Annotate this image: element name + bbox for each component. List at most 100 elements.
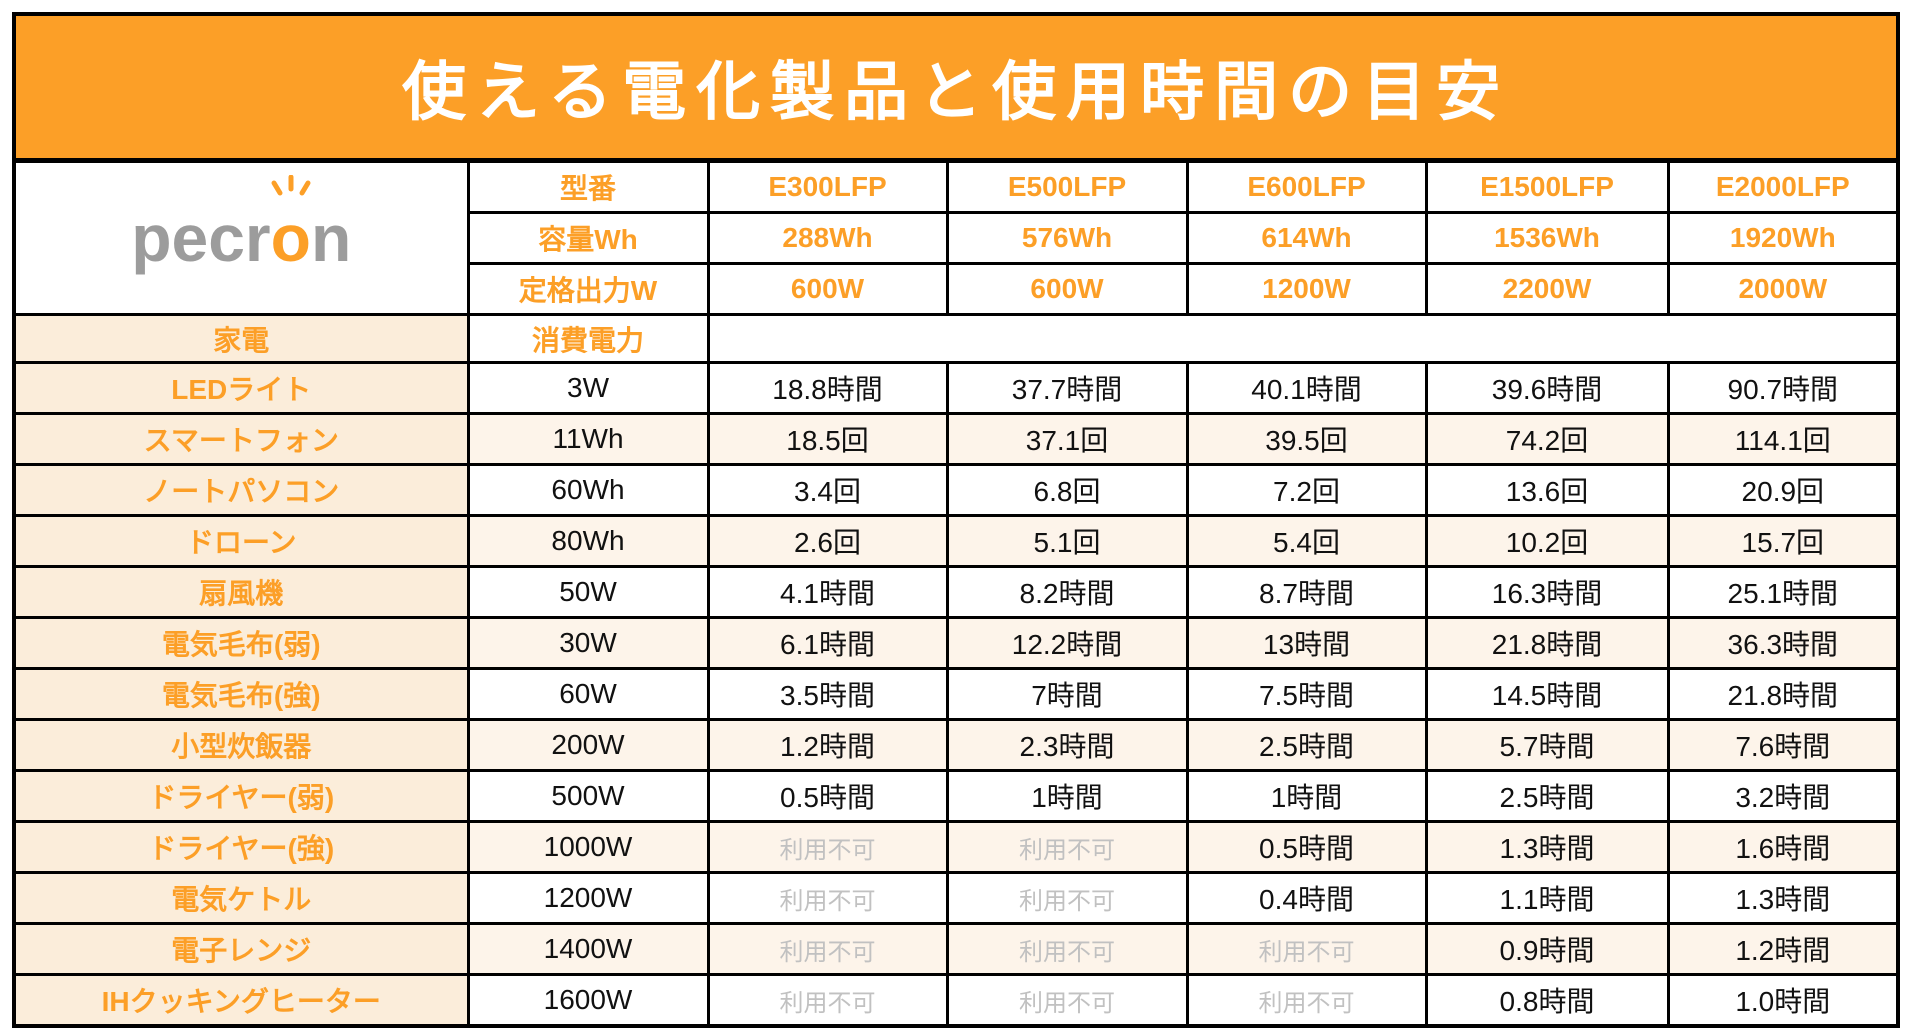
usage-value: 74.2回 bbox=[1424, 412, 1670, 466]
usage-value: 1時間 bbox=[945, 769, 1189, 823]
usage-value: 2.5時間 bbox=[1424, 769, 1670, 823]
consumption-value: 60W bbox=[466, 667, 710, 721]
logo-o-letter: o bbox=[271, 175, 311, 275]
model-output-cell: 2000W bbox=[1666, 262, 1900, 316]
model-capacity-cell: 614Wh bbox=[1185, 211, 1428, 265]
usage-value: 3.5時間 bbox=[706, 667, 949, 721]
table-row: 電気毛布(強) 60W 3.5時間 7時間 7.5時間 14.5時間 21.8時間 bbox=[12, 667, 1900, 721]
empty-merged-cell bbox=[706, 313, 1900, 364]
usage-unavailable: 利用不可 bbox=[945, 922, 1189, 976]
usage-unavailable: 利用不可 bbox=[945, 871, 1189, 925]
usage-value: 14.5時間 bbox=[1424, 667, 1670, 721]
pecron-logo: pecr on bbox=[131, 175, 351, 271]
usage-unavailable: 利用不可 bbox=[706, 973, 949, 1028]
usage-value: 1.6時間 bbox=[1666, 820, 1900, 874]
appliance-label: ノートパソコン bbox=[12, 463, 470, 517]
model-name-cell: E1500LFP bbox=[1424, 159, 1670, 214]
usage-value: 20.9回 bbox=[1666, 463, 1900, 517]
model-capacity-cell: 576Wh bbox=[945, 211, 1189, 265]
capacity-row-label: 容量Wh bbox=[466, 211, 710, 265]
usage-value: 0.4時間 bbox=[1185, 871, 1428, 925]
consumption-value: 1000W bbox=[466, 820, 710, 874]
usage-unavailable: 利用不可 bbox=[706, 922, 949, 976]
logo-text-right: n bbox=[310, 201, 352, 275]
page-title: 使える電化製品と使用時間の目安 bbox=[12, 12, 1900, 163]
table-row: 扇風機 50W 4.1時間 8.2時間 8.7時間 16.3時間 25.1時間 bbox=[12, 565, 1900, 619]
usage-value: 5.4回 bbox=[1185, 514, 1428, 568]
usage-value: 2.5時間 bbox=[1185, 718, 1428, 772]
consumption-value: 1400W bbox=[466, 922, 710, 976]
usage-value: 7.5時間 bbox=[1185, 667, 1428, 721]
consumption-value: 60Wh bbox=[466, 463, 710, 517]
usage-unavailable: 利用不可 bbox=[706, 820, 949, 874]
consumption-value: 500W bbox=[466, 769, 710, 823]
table-row: ドライヤー(強) 1000W 利用不可 利用不可 0.5時間 1.3時間 1.6時間 bbox=[12, 820, 1900, 874]
model-name-cell: E2000LFP bbox=[1666, 159, 1900, 214]
usage-value: 39.6時間 bbox=[1424, 361, 1670, 415]
consumption-value: 30W bbox=[466, 616, 710, 670]
consumption-column-label: 消費電力 bbox=[466, 313, 710, 364]
usage-value: 2.6回 bbox=[706, 514, 949, 568]
usage-value: 21.8時間 bbox=[1666, 667, 1900, 721]
consumption-value: 1200W bbox=[466, 871, 710, 925]
model-row-label: 型番 bbox=[466, 159, 710, 214]
model-header-row: pecr on 型番 E300LFP E500LFP E600LFP E1500LFP… bbox=[12, 159, 1900, 316]
usage-value: 7時間 bbox=[945, 667, 1189, 721]
table-row: 電子レンジ 1400W 利用不可 利用不可 利用不可 0.9時間 1.2時間 bbox=[12, 922, 1900, 976]
usage-time-table: 使える電化製品と使用時間の目安 pecr on 型番 E300LFP E500LF… bbox=[12, 12, 1901, 1028]
consumption-value: 200W bbox=[466, 718, 710, 772]
consumption-value: 1600W bbox=[466, 973, 710, 1028]
usage-value: 0.9時間 bbox=[1424, 922, 1670, 976]
usage-value: 1.3時間 bbox=[1424, 820, 1670, 874]
table-row: 電気毛布(弱) 30W 6.1時間 12.2時間 13時間 21.8時間 36.3時間 bbox=[12, 616, 1900, 670]
usage-value: 40.1時間 bbox=[1185, 361, 1428, 415]
usage-value: 39.5回 bbox=[1185, 412, 1428, 466]
usage-value: 6.8回 bbox=[945, 463, 1189, 517]
usage-value: 37.7時間 bbox=[945, 361, 1189, 415]
consumption-value: 11Wh bbox=[466, 412, 710, 466]
consumption-value: 50W bbox=[466, 565, 710, 619]
title-row: 使える電化製品と使用時間の目安 bbox=[12, 12, 1900, 163]
usage-unavailable: 利用不可 bbox=[1185, 922, 1428, 976]
usage-value: 18.5回 bbox=[706, 412, 949, 466]
appliance-label: スマートフォン bbox=[12, 412, 470, 466]
appliance-label: 電子レンジ bbox=[12, 922, 470, 976]
logo-rays-icon bbox=[271, 175, 311, 196]
usage-value: 1.2時間 bbox=[706, 718, 949, 772]
usage-value: 1時間 bbox=[1185, 769, 1428, 823]
appliance-label: LEDライト bbox=[12, 361, 470, 415]
table-row: ドライヤー(弱) 500W 0.5時間 1時間 1時間 2.5時間 3.2時間 bbox=[12, 769, 1900, 823]
appliance-label: 扇風機 bbox=[12, 565, 470, 619]
usage-value: 0.8時間 bbox=[1424, 973, 1670, 1028]
model-name-cell: E600LFP bbox=[1185, 159, 1428, 214]
usage-value: 2.3時間 bbox=[945, 718, 1189, 772]
model-output-cell: 600W bbox=[706, 262, 949, 316]
usage-value: 0.5時間 bbox=[706, 769, 949, 823]
consumption-value: 3W bbox=[466, 361, 710, 415]
appliance-label: ドライヤー(弱) bbox=[12, 769, 470, 823]
usage-value: 21.8時間 bbox=[1424, 616, 1670, 670]
appliance-label: 電気ケトル bbox=[12, 871, 470, 925]
appliance-label: ドローン bbox=[12, 514, 470, 568]
usage-value: 1.3時間 bbox=[1666, 871, 1900, 925]
usage-value: 13.6回 bbox=[1424, 463, 1670, 517]
usage-value: 37.1回 bbox=[945, 412, 1189, 466]
usage-value: 3.2時間 bbox=[1666, 769, 1900, 823]
usage-value: 18.8時間 bbox=[706, 361, 949, 415]
usage-value: 12.2時間 bbox=[945, 616, 1189, 670]
appliance-column-label: 家電 bbox=[12, 313, 470, 364]
brand-logo: pecr on bbox=[12, 159, 470, 316]
usage-value: 5.7時間 bbox=[1424, 718, 1670, 772]
usage-value: 7.6時間 bbox=[1666, 718, 1900, 772]
usage-value: 13時間 bbox=[1185, 616, 1428, 670]
usage-value: 3.4回 bbox=[706, 463, 949, 517]
usage-value: 10.2回 bbox=[1424, 514, 1670, 568]
model-capacity-cell: 1920Wh bbox=[1666, 211, 1900, 265]
appliance-label: 電気毛布(弱) bbox=[12, 616, 470, 670]
model-output-cell: 600W bbox=[945, 262, 1189, 316]
usage-value: 8.2時間 bbox=[945, 565, 1189, 619]
usage-value: 36.3時間 bbox=[1666, 616, 1900, 670]
usage-value: 5.1回 bbox=[945, 514, 1189, 568]
output-row-label: 定格出力W bbox=[466, 262, 710, 316]
usage-value: 4.1時間 bbox=[706, 565, 949, 619]
